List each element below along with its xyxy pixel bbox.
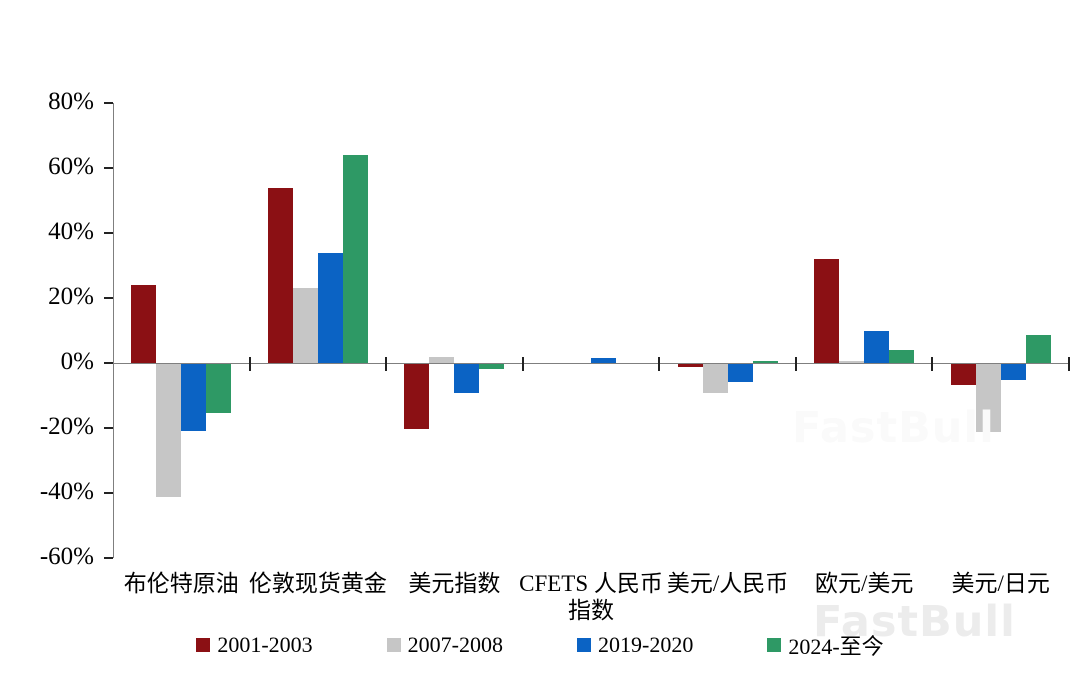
legend: 2001-2003 2007-2008 2019-2020 2024-至今 [0,629,1080,661]
bar [131,285,157,363]
bar [950,364,976,386]
bar [839,361,865,363]
y-axis-tick [104,167,113,169]
legend-item: 2019-2020 [577,629,693,661]
bar [864,330,890,363]
bar [404,364,430,429]
y-axis-tick-label: 0% [60,348,94,375]
legend-swatch-icon [196,638,211,652]
y-axis-tick-label: -20% [39,413,94,440]
x-axis-tick [385,357,388,371]
bar [814,259,840,363]
bar [889,350,915,363]
y-axis-tick-label: 80% [48,88,94,115]
watermark: FastBull [813,597,1016,647]
bar [317,252,343,363]
bar [591,358,616,363]
y-axis-tick-label: 60% [48,153,94,180]
legend-item: 2024-至今 [767,629,884,661]
bar [267,187,293,363]
bar [156,364,182,498]
x-axis-tick [1068,357,1070,371]
x-axis-tick [794,357,797,371]
x-axis-tick [658,357,661,371]
bar [292,288,318,363]
bar [975,364,1001,433]
bar [677,364,703,368]
bar [1025,335,1051,363]
y-axis-tick [104,427,113,429]
y-axis-tick [104,102,113,104]
y-axis-tick-label: -40% [39,478,94,505]
y-axis-tick [104,297,113,299]
bar [454,364,480,394]
legend-swatch-icon [577,638,591,652]
y-axis-tick-label: 20% [48,283,94,310]
bar [1000,364,1026,381]
category-label: 美元指数 [408,571,501,596]
y-axis-tick [104,362,113,364]
category-label: 伦敦现货黄金 [248,571,387,596]
bar [727,364,753,382]
bar [479,364,505,369]
category-label: 布伦特原油 [123,571,239,596]
y-axis-tick-label: -60% [39,543,94,570]
category-label: 美元/人民币 [666,571,789,596]
legend-swatch-icon [767,638,782,652]
y-axis-tick-label: 40% [48,218,94,245]
y-axis-line [113,103,115,558]
bar [702,364,728,394]
category-label: 欧元/美元 [814,571,914,596]
x-axis-line [113,363,1069,365]
category-label: CFETS 人民币 指数 [519,571,663,623]
x-axis-tick [248,357,251,371]
bar [752,361,778,363]
category-label: 美元/日元 [951,571,1050,596]
legend-label: 2007-2008 [407,632,503,657]
y-axis-tick [104,232,113,234]
bar [206,364,232,413]
legend-label: 2019-2020 [598,632,694,657]
legend-label: 2024-至今 [788,634,884,659]
legend-item: 2007-2008 [386,629,503,661]
watermark: FastBull [792,403,995,453]
bar [342,155,368,363]
legend-swatch-icon [386,638,401,652]
bar [429,356,455,363]
legend-item: 2001-2003 [196,629,313,661]
bar [181,364,207,431]
x-axis-tick [521,357,524,371]
x-axis-tick [931,357,934,371]
y-axis-tick [104,492,113,494]
legend-label: 2001-2003 [217,632,313,657]
y-axis-tick [104,557,113,559]
